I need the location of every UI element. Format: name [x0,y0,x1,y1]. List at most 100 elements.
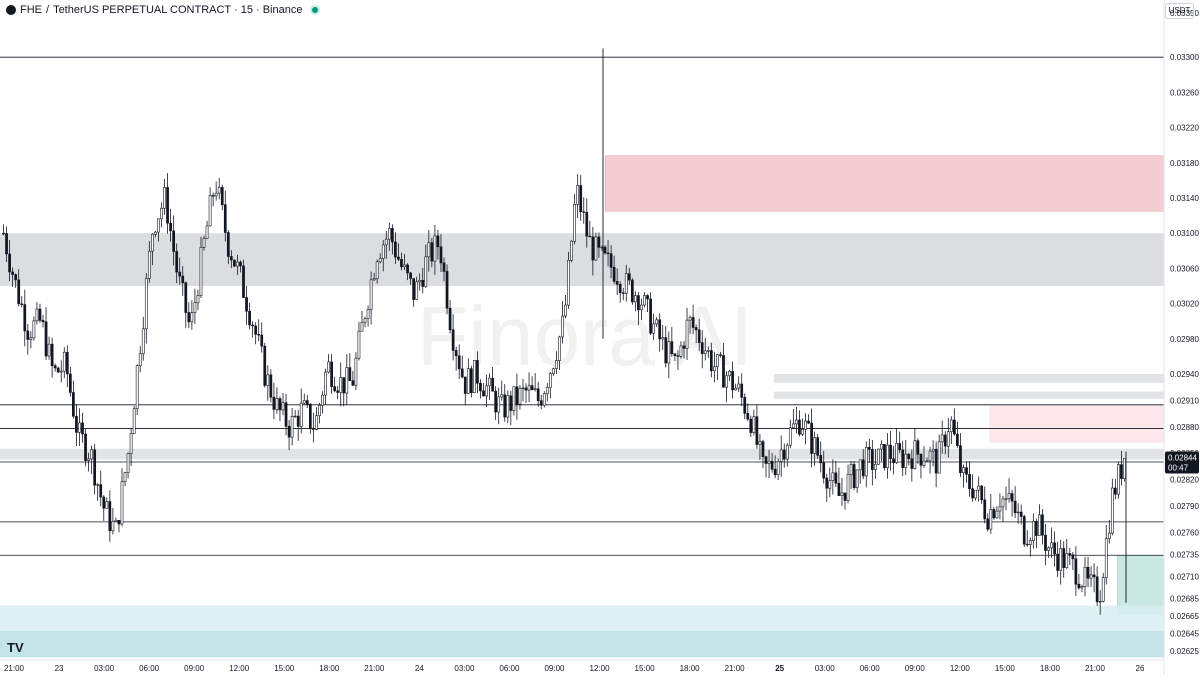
candle-down [397,256,400,260]
candle-down [172,230,176,252]
candle-up [151,234,154,252]
candle-up [706,350,710,352]
candle-down [740,383,744,398]
candle-up [643,295,646,306]
candle-down [700,342,704,355]
candle-down [934,448,938,474]
candle-up [913,440,917,469]
candle-down [254,325,258,335]
candle-down [992,509,996,519]
candle-up [949,419,953,433]
candle-down [460,368,464,378]
candle-down [11,271,14,275]
y-tick-label: 0.02645 [1170,630,1199,639]
candle-up [144,278,148,330]
y-tick-label: 0.03260 [1170,88,1199,97]
candle-up [363,318,367,323]
y-tick-label: 0.02665 [1170,612,1199,621]
candle-up [846,474,850,501]
candle-down [463,376,467,394]
candle-up [776,461,780,476]
candle-down [245,297,248,312]
candle-down [822,462,826,479]
candle-down [968,473,971,489]
candle-down [889,444,892,460]
candle-down [952,419,956,435]
candle-up [974,489,977,499]
x-tick-label: 18:00 [1040,664,1061,673]
candle-up [318,405,321,417]
candle-up [321,394,324,406]
symbol-name[interactable]: FHE [20,4,42,16]
x-tick-label: 09:00 [184,664,205,673]
y-tick-label: 0.02790 [1170,502,1199,511]
symbol-logo-icon [6,5,16,15]
candle-down [1010,493,1014,502]
candle-up [831,472,835,481]
x-tick-label: 15:00 [995,664,1016,673]
candle-up [855,469,859,488]
candle-up [1001,498,1005,508]
candle-up [47,343,51,357]
candle-up [345,367,349,394]
candle-down [673,353,677,356]
candle-down [719,354,722,356]
candle-up [880,443,883,450]
candle-down [761,441,765,458]
candle-down [919,453,923,466]
candle-up [533,388,537,391]
candle-down [810,422,813,454]
candle-down [1077,583,1081,589]
y-tick-label: 0.03100 [1170,229,1199,238]
candle-down [843,492,847,501]
candle-down [239,261,242,267]
candle-down [898,443,902,451]
candle-down [308,403,312,429]
candle-down [585,212,589,237]
candle-down [257,334,261,336]
candle-up [688,317,692,321]
candle-up [205,225,209,239]
candle-down [524,387,528,391]
candle-down [746,412,750,420]
candle-up [217,187,221,194]
candle-down [342,377,346,394]
candle-down [515,386,519,405]
candle-down [223,204,227,233]
candle-down [409,272,412,279]
candle-down [588,235,592,238]
candle-down [670,341,674,355]
candle-down [84,433,87,461]
x-tick-label: 23 [55,664,64,673]
candle-up [545,387,549,395]
candle-up [135,365,139,409]
candle-down [296,415,300,427]
candle-down [782,449,786,460]
zone-demand-8 [0,630,1164,658]
x-tick-label: 25 [775,664,784,673]
candle-up [433,235,437,262]
candle-up [573,203,576,242]
currency-button[interactable]: USDT [1165,3,1194,19]
candle-down [448,307,452,331]
candle-down [509,395,513,411]
candle-up [767,460,771,464]
candle-down [615,280,619,285]
current-price-label [1165,451,1199,474]
candle-up [126,453,130,474]
candle-down [1095,576,1099,603]
y-tick-label: 0.03220 [1170,124,1199,133]
candle-down [743,397,747,414]
candle-up [369,279,373,310]
candle-down [907,453,911,460]
candle-down [1068,553,1072,556]
zone-range_thin-2 [774,374,1164,383]
candle-down [284,402,288,427]
candle-down [1092,574,1096,578]
candle-up [928,450,932,462]
candle-down [305,400,309,405]
candle-up [473,360,476,394]
candle-down [1056,553,1060,571]
